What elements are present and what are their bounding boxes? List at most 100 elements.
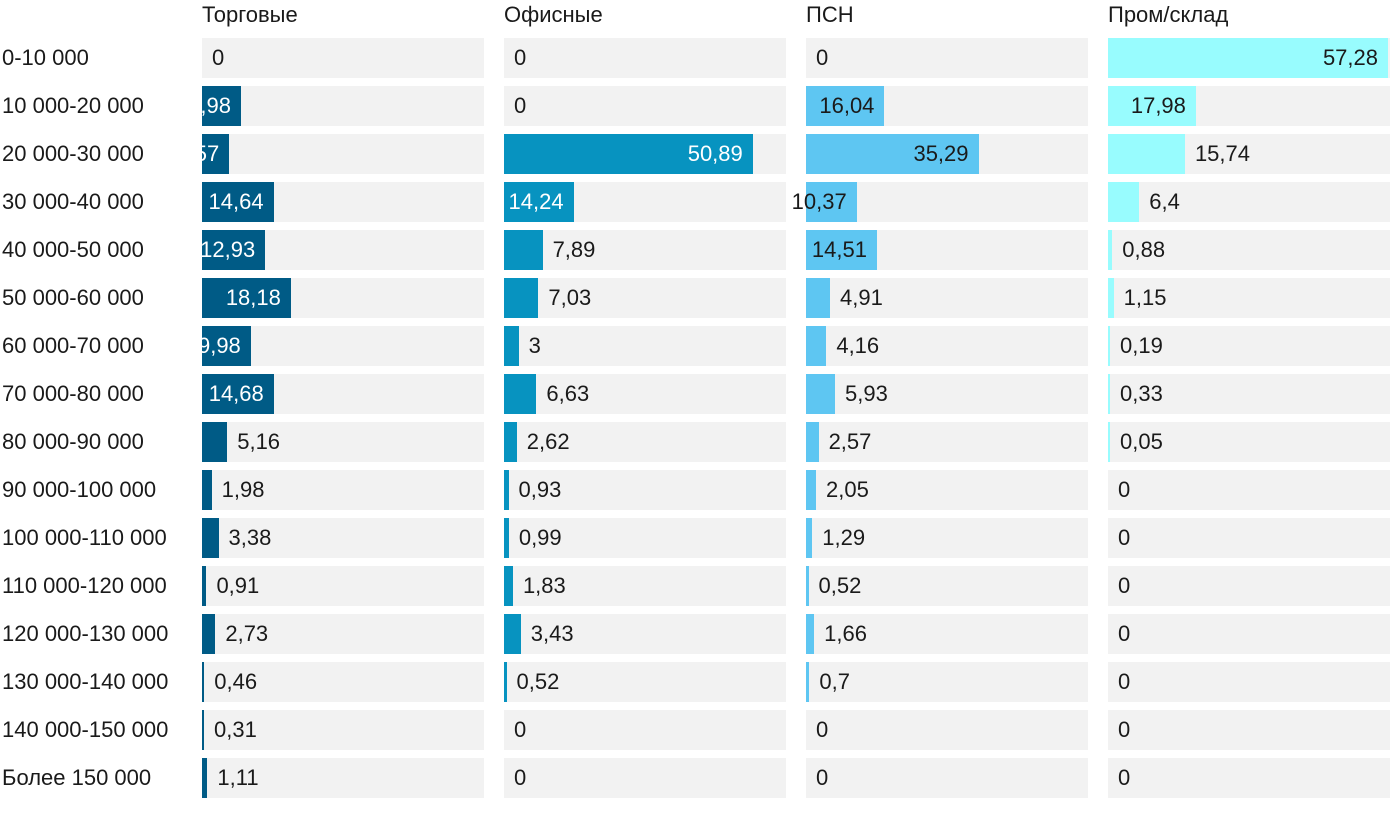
bar-value-label: 12,93 [200,237,256,262]
category-label: 10 000-20 000 [2,93,144,118]
bar-value-label: 2,57 [828,429,872,454]
category-label: Более 150 000 [2,765,152,790]
bar-value-label: 1,29 [822,525,866,550]
bar-track: 0,91 [202,566,484,606]
bar [504,278,539,318]
bar [202,470,212,510]
bar-value-label: 0,93 [518,477,562,502]
bar-value-label: 7,89 [552,237,596,262]
bar-value-label: 0,52 [516,669,560,694]
bar-track: 7,89 [504,230,786,270]
bar-value-label: 3,43 [530,621,574,646]
bar-value-label: 1,83 [522,573,566,598]
bar [1108,374,1110,414]
bar-track: 15,74 [1108,134,1390,174]
bar-track: 0,33 [1108,374,1390,414]
bar-value-label: 50,89 [687,141,743,166]
bar-value-label: 5,93 [844,381,888,406]
bar [504,134,753,174]
bar-track: 2,57 [806,422,1088,462]
bar [504,470,509,510]
bar [806,182,857,222]
bar-value-label: 2,73 [225,621,269,646]
bar-track: 0 [504,86,786,126]
bar-track: 0,93 [504,470,786,510]
bar-value-label: 0,46 [214,669,258,694]
bar-track: 0,05 [1108,422,1390,462]
bar-track: 7,98 [188,86,484,126]
category-label: 90 000-100 000 [2,477,157,502]
bar-track: 0 [202,38,484,78]
bar-track: 0 [1108,518,1390,558]
bar-value-label: 2,05 [826,477,869,502]
bar-track: 50,89 [504,134,786,174]
bar-value-label: 0 [514,45,527,70]
bar-value-label: 5,57 [176,141,220,166]
bar-track: 0,19 [1108,326,1390,366]
bar-value-label: 0 [514,765,527,790]
bar-track: 7,03 [504,278,786,318]
bar-value-label: 0 [514,717,527,742]
bar [806,422,819,462]
bar-track: 6,63 [504,374,786,414]
category-label: 30 000-40 000 [2,189,144,214]
bar-track: 1,15 [1108,278,1390,318]
bar-track: 10,37 [792,182,1088,222]
bar-track: 5,16 [202,422,484,462]
bar-value-label: 0,91 [216,573,260,598]
bar-value-label: 1,15 [1123,285,1167,310]
bar [504,614,521,654]
category-label: 100 000-110 000 [2,525,167,550]
bar-value-label: 0 [1118,669,1131,694]
category-label: 120 000-130 000 [2,621,169,646]
bar [202,662,205,702]
bar [806,566,809,606]
bar-value-label: 0 [816,45,829,70]
bar-track: 0,52 [504,662,786,702]
bar-track: 1,98 [202,470,484,510]
series-title: Торговые [202,2,298,27]
bar [1108,326,1110,366]
bar-value-label: 5,16 [237,429,281,454]
bar [202,566,207,606]
bar [1108,278,1114,318]
bar [202,182,274,222]
category-label: 40 000-50 000 [2,237,144,262]
bar-track: 0 [504,710,786,750]
bar-track: 14,68 [202,374,484,414]
bar-track: 1,66 [806,614,1088,654]
bar-value-label: 57,28 [1322,45,1378,70]
bar-track: 5,57 [176,134,484,174]
bar-track: 4,16 [806,326,1088,366]
bar-track: 16,04 [806,86,1088,126]
bar-value-label: 0,31 [214,717,257,742]
bar [806,326,827,366]
bar-value-label: 1,98 [221,477,265,502]
bar-value-label: 16,04 [819,93,875,118]
category-label: 60 000-70 000 [2,333,144,358]
bar-track: 2,73 [202,614,484,654]
bar [202,614,216,654]
bar-value-label: 4,16 [836,333,880,358]
bar-track: 0 [504,38,786,78]
bar-track: 0 [1108,710,1390,750]
bar [806,470,817,510]
bar-track: 5,93 [806,374,1088,414]
category-label: 130 000-140 000 [2,669,169,694]
category-label: 0-10 000 [2,45,89,70]
bar-value-label: 1,11 [217,765,259,790]
category-label: 110 000-120 000 [2,573,167,598]
bar [1108,230,1113,270]
bar-track: 0 [806,758,1088,798]
bar-value-label: 14,24 [508,189,564,214]
bar [504,326,519,366]
bar [504,374,537,414]
bar-track: 0,88 [1108,230,1390,270]
bar-track: 3,38 [202,518,484,558]
series-title: Офисные [504,2,603,27]
bar-value-label: 0,52 [818,573,862,598]
bar-value-label: 10,37 [791,189,847,214]
bar [806,86,885,126]
bar-track: 12,93 [200,230,484,270]
bar [1108,38,1388,78]
